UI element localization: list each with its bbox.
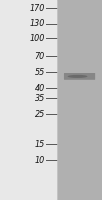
Text: 130: 130 xyxy=(29,19,45,28)
Ellipse shape xyxy=(68,75,88,78)
Text: 100: 100 xyxy=(29,34,45,43)
Text: 15: 15 xyxy=(35,140,45,149)
Text: 10: 10 xyxy=(35,156,45,165)
Bar xyxy=(57,0,102,200)
Text: 170: 170 xyxy=(29,4,45,13)
Text: 55: 55 xyxy=(35,68,45,77)
Text: 35: 35 xyxy=(35,94,45,103)
Text: 40: 40 xyxy=(35,84,45,93)
FancyBboxPatch shape xyxy=(64,73,95,80)
Text: 70: 70 xyxy=(35,52,45,61)
Text: 25: 25 xyxy=(35,110,45,119)
